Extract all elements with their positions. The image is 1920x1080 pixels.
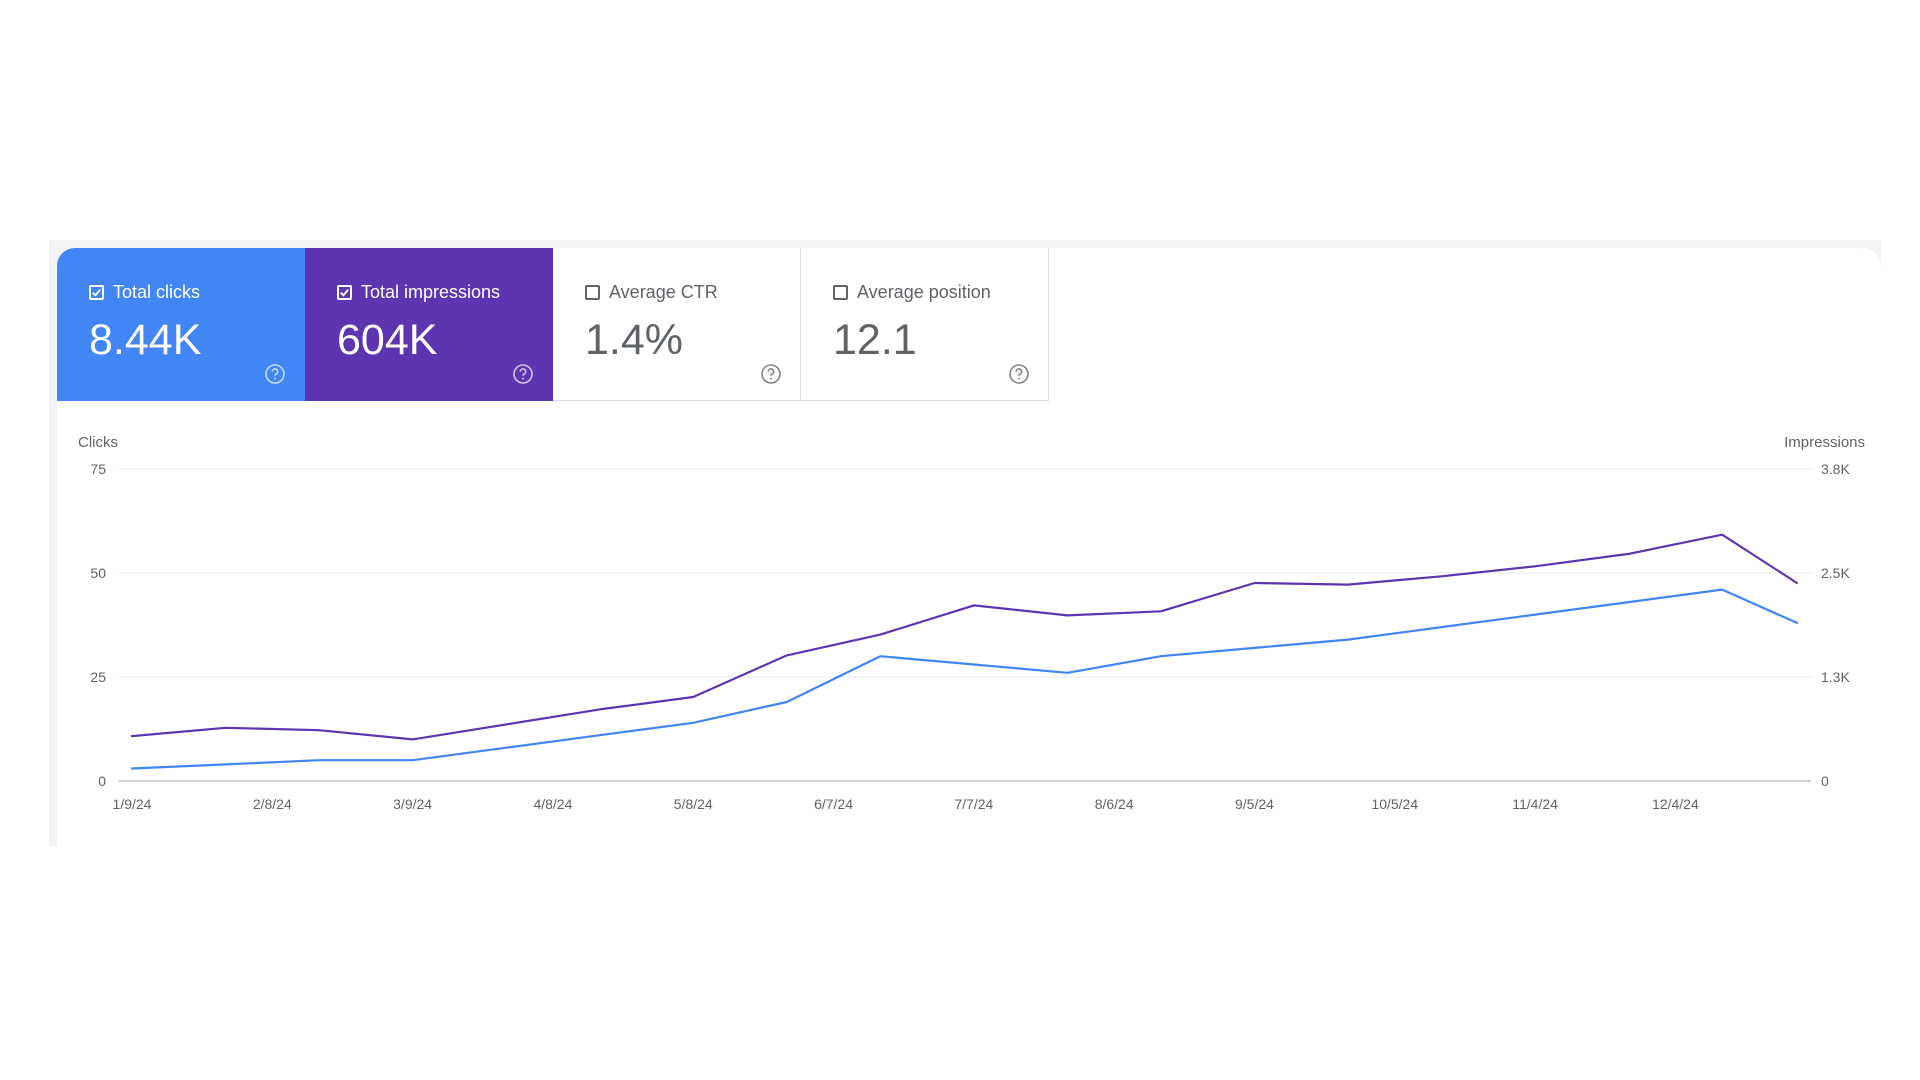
series-line-impressions: [130, 533, 1799, 741]
x-axis-tick-label: 8/6/24: [1095, 796, 1134, 812]
performance-panel: Total clicks 8.44K Total impressions 604…: [57, 248, 1881, 846]
gridlines: [119, 468, 1811, 782]
metric-header: Average position: [833, 282, 991, 303]
metric-value: 604K: [337, 316, 438, 364]
metric-card-average-position[interactable]: Average position 12.1: [801, 248, 1049, 401]
x-axis-tick-label: 9/5/24: [1235, 796, 1274, 812]
metric-label: Average position: [857, 282, 991, 302]
metric-value: 8.44K: [89, 316, 202, 364]
checkbox-unchecked-icon[interactable]: [833, 285, 848, 300]
x-axis-tick-label: 5/8/24: [674, 796, 713, 812]
checkbox-checked-icon[interactable]: [337, 285, 352, 300]
x-axis-tick-label: 6/7/24: [814, 796, 853, 812]
metric-card-average-ctr[interactable]: Average CTR 1.4%: [553, 248, 801, 401]
left-axis-tick-label: 25: [90, 669, 106, 685]
right-axis-tick-label: 3.8K: [1821, 461, 1850, 477]
metric-value: 1.4%: [585, 316, 684, 364]
metric-label: Average CTR: [609, 282, 718, 302]
right-axis-title: Impressions: [1784, 434, 1865, 451]
metric-header: Average CTR: [585, 282, 718, 303]
metric-card-total-impressions[interactable]: Total impressions 604K: [305, 248, 553, 401]
left-axis-tick-label: 75: [90, 461, 106, 477]
right-axis-tick-label: 1.3K: [1821, 669, 1850, 685]
x-axis-ticks: 1/9/24 2/8/24 3/9/24 4/8/24 5/8/24 6/7/24 7/7/…: [113, 796, 1699, 812]
metric-card-total-clicks[interactable]: Total clicks 8.44K: [57, 248, 305, 401]
x-axis-tick-label: 1/9/24: [113, 796, 152, 812]
left-axis-title: Clicks: [78, 434, 118, 451]
metric-header: Total impressions: [337, 282, 500, 303]
checkbox-unchecked-icon[interactable]: [585, 285, 600, 300]
help-circle-icon[interactable]: [264, 363, 286, 385]
performance-chart: Clicks Impressions 0 25 50 75 0 1.3K 2.5K 3.8K…: [78, 434, 1865, 812]
x-axis-tick-label: 3/9/24: [393, 796, 432, 812]
help-circle-icon[interactable]: [760, 363, 782, 385]
left-axis-tick-label: 50: [90, 565, 106, 581]
checkbox-checked-icon[interactable]: [89, 285, 104, 300]
right-axis-ticks: 0 1.3K 2.5K 3.8K: [1821, 461, 1850, 789]
x-axis-tick-label: 11/4/24: [1512, 796, 1558, 812]
help-circle-icon[interactable]: [1008, 363, 1030, 385]
metric-cards: Total clicks 8.44K Total impressions 604…: [57, 248, 1049, 401]
x-axis-tick-label: 2/8/24: [253, 796, 292, 812]
metric-label: Total impressions: [361, 282, 501, 302]
x-axis-tick-label: 12/4/24: [1652, 796, 1699, 812]
x-axis-tick-label: 4/8/24: [533, 796, 572, 812]
left-axis-tick-label: 0: [98, 773, 106, 789]
right-axis-tick-label: 2.5K: [1821, 565, 1850, 581]
series-line-clicks: [130, 588, 1799, 770]
x-axis-tick-label: 7/7/24: [954, 796, 993, 812]
left-axis-ticks: 0 25 50 75: [90, 461, 106, 789]
metric-label: Total clicks: [113, 282, 201, 302]
right-axis-tick-label: 0: [1821, 773, 1829, 789]
x-axis-tick-label: 10/5/24: [1371, 796, 1418, 812]
series-lines: [130, 533, 1799, 770]
metric-header: Total clicks: [89, 282, 200, 303]
help-circle-icon[interactable]: [512, 363, 534, 385]
metric-value: 12.1: [833, 316, 917, 364]
